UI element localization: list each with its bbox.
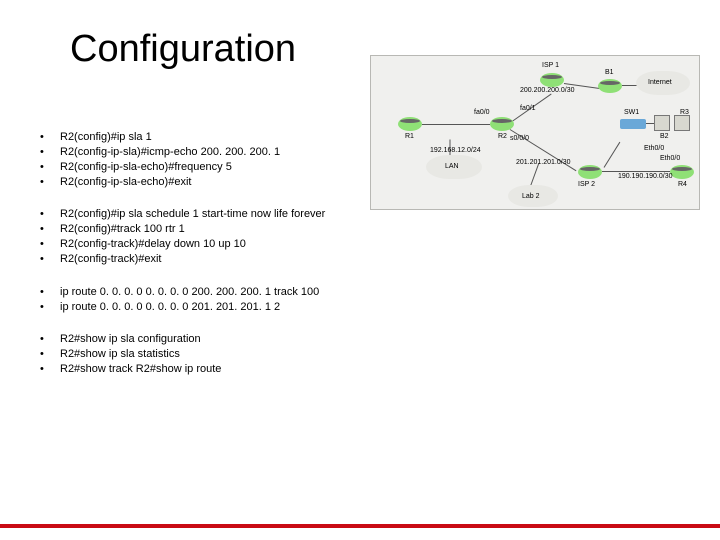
- diagram-label: LAN: [445, 163, 459, 170]
- bullet-icon: •: [40, 207, 60, 222]
- command-text: R2(config-ip-sla-echo)#exit: [60, 175, 420, 190]
- server-icon: [654, 115, 670, 131]
- router-icon: [670, 165, 694, 179]
- diagram-label: B1: [605, 69, 614, 76]
- command-text: R2#show ip sla configuration: [60, 332, 420, 347]
- command-text: R2(config-ip-sla-echo)#frequency 5: [60, 160, 420, 175]
- diagram-label: Eth0/0: [660, 155, 680, 162]
- link-line: [422, 124, 490, 125]
- bullet-icon: •: [40, 237, 60, 252]
- diagram-label: fa0/0: [474, 109, 490, 116]
- bullet-icon: •: [40, 130, 60, 145]
- bullet-icon: •: [40, 222, 60, 237]
- bullet-icon: •: [40, 332, 60, 347]
- router-icon: [398, 117, 422, 131]
- command-group: •ip route 0. 0. 0. 0 0. 0. 0. 0 200. 200…: [40, 285, 420, 315]
- switch-icon: [620, 119, 646, 129]
- router-icon: [598, 79, 622, 93]
- diagram-label: R3: [680, 109, 689, 116]
- bullet-line: •R2(config-ip-sla)#icmp-echo 200. 200. 2…: [40, 145, 420, 160]
- router-icon: [578, 165, 602, 179]
- bullet-icon: •: [40, 362, 60, 377]
- bullet-line: •R2(config)#ip sla schedule 1 start-time…: [40, 207, 420, 222]
- bullet-icon: •: [40, 252, 60, 267]
- diagram-label: s0/0/0: [510, 135, 529, 142]
- router-icon: [540, 73, 564, 87]
- diagram-label: ISP 1: [542, 62, 559, 69]
- bullet-icon: •: [40, 160, 60, 175]
- bullet-line: •ip route 0. 0. 0. 0 0. 0. 0. 0 200. 200…: [40, 285, 420, 300]
- diagram-label: 190.190.190.0/30: [618, 173, 673, 180]
- command-group: •R2(config)#ip sla schedule 1 start-time…: [40, 207, 420, 266]
- bullet-line: •R2#show track R2#show ip route: [40, 362, 420, 377]
- bullet-line: •R2#show ip sla statistics: [40, 347, 420, 362]
- bullet-line: •R2(config-track)#delay down 10 up 10: [40, 237, 420, 252]
- diagram-label: Internet: [648, 79, 672, 86]
- bullet-icon: •: [40, 347, 60, 362]
- bullet-icon: •: [40, 145, 60, 160]
- bullet-icon: •: [40, 285, 60, 300]
- command-text: R2#show track R2#show ip route: [60, 362, 420, 377]
- bullet-line: •R2(config-ip-sla-echo)#frequency 5: [40, 160, 420, 175]
- command-body: •R2(config)#ip sla 1•R2(config-ip-sla)#i…: [40, 130, 420, 395]
- router-icon: [490, 117, 514, 131]
- command-text: ip route 0. 0. 0. 0 0. 0. 0. 0 200. 200.…: [60, 285, 420, 300]
- diagram-label: 200.200.200.0/30: [520, 87, 575, 94]
- diagram-label: R1: [405, 133, 414, 140]
- diagram-label: Lab 2: [522, 193, 540, 200]
- bullet-line: •ip route 0. 0. 0. 0 0. 0. 0. 0 201. 201…: [40, 300, 420, 315]
- diagram-label: SW1: [624, 109, 639, 116]
- bullet-icon: •: [40, 300, 60, 315]
- bullet-line: •R2#show ip sla configuration: [40, 332, 420, 347]
- command-group: •R2(config)#ip sla 1•R2(config-ip-sla)#i…: [40, 130, 420, 189]
- command-text: R2(config-track)#delay down 10 up 10: [60, 237, 420, 252]
- bullet-line: •R2(config-ip-sla-echo)#exit: [40, 175, 420, 190]
- command-text: ip route 0. 0. 0. 0 0. 0. 0. 0 201. 201.…: [60, 300, 420, 315]
- diagram-label: ISP 2: [578, 181, 595, 188]
- footer-red-strip: [0, 524, 720, 528]
- diagram-label: Eth0/0: [644, 145, 664, 152]
- command-text: R2#show ip sla statistics: [60, 347, 420, 362]
- diagram-label: R4: [678, 181, 687, 188]
- server-icon: [674, 115, 690, 131]
- diagram-label: fa0/1: [520, 105, 536, 112]
- bullet-icon: •: [40, 175, 60, 190]
- bullet-line: •R2(config)#track 100 rtr 1: [40, 222, 420, 237]
- command-text: R2(config)#ip sla schedule 1 start-time …: [60, 207, 420, 222]
- diagram-label: 192.168.12.0/24: [430, 147, 481, 154]
- slide: Configuration •R2(config)#ip sla 1•R2(co…: [0, 0, 720, 540]
- bullet-line: •R2(config-track)#exit: [40, 252, 420, 267]
- slide-title: Configuration: [70, 28, 296, 71]
- diagram-label: 201.201.201.0/30: [516, 159, 571, 166]
- command-text: R2(config-ip-sla)#icmp-echo 200. 200. 20…: [60, 145, 420, 160]
- network-diagram: LAN Lab 2 Internet R1 R2 ISP 1 B1 ISP 2 R4 SW1 B2 R…: [370, 55, 700, 210]
- diagram-label: B2: [660, 133, 669, 140]
- command-text: R2(config)#track 100 rtr 1: [60, 222, 420, 237]
- link-line: [602, 171, 670, 172]
- diagram-label: R2: [498, 133, 507, 140]
- command-group: •R2#show ip sla configuration•R2#show ip…: [40, 332, 420, 377]
- bullet-line: •R2(config)#ip sla 1: [40, 130, 420, 145]
- command-text: R2(config)#ip sla 1: [60, 130, 420, 145]
- command-text: R2(config-track)#exit: [60, 252, 420, 267]
